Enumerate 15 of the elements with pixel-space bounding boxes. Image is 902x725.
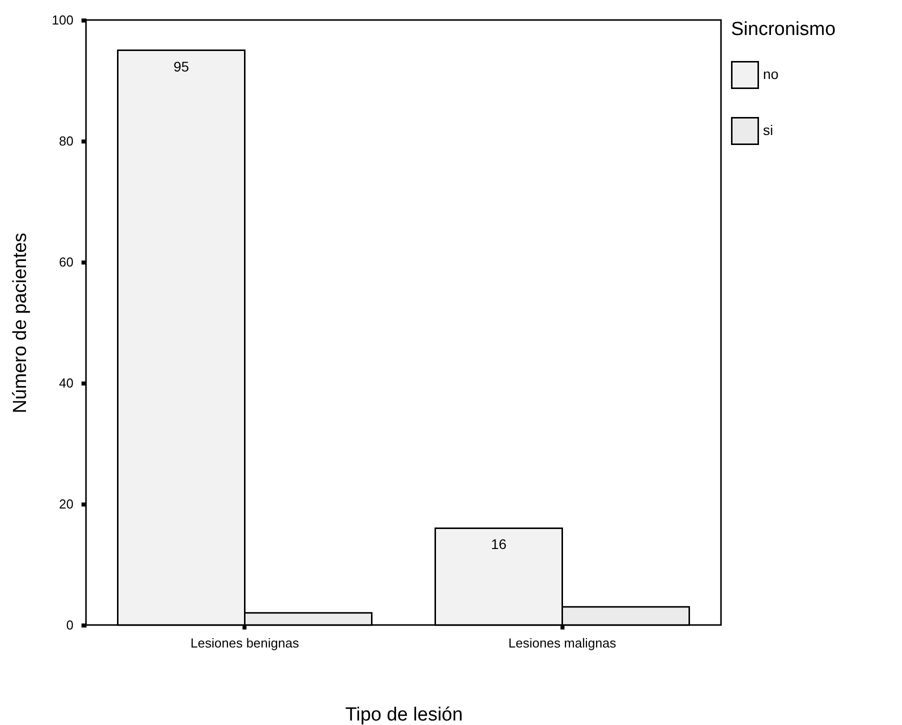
y-axis-title: Número de pacientes [10,232,31,414]
legend-title: Sincronismo [731,19,836,40]
x-tick-label: Lesiones malignas [508,636,617,650]
data-label: 95 [173,58,190,74]
y-tick-label: 80 [59,134,74,148]
y-tick-label: 20 [59,496,74,512]
y-tick-label: 0 [66,618,74,632]
legend-label: no [763,66,779,82]
x-tick-label: Lesiones benignas [190,636,300,650]
y-tick-label: 100 [52,12,74,28]
x-axis-title: Tipo de lesión [345,704,463,725]
y-tick-label: 40 [59,376,74,390]
legend-label: si [763,122,774,138]
y-tick-label: 60 [59,254,74,270]
data-label: 16 [490,536,507,552]
